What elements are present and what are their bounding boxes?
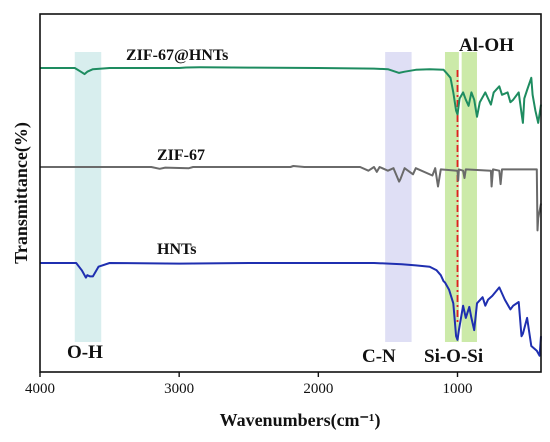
series-label-hnts: HNTs	[157, 241, 196, 258]
series-line-zif-67-hnts	[40, 66, 542, 124]
x-tick-label: 1000	[443, 381, 473, 397]
band-o-h	[74, 52, 102, 342]
series-layer	[40, 66, 542, 357]
band-al-oh	[461, 52, 477, 342]
series-line-zif-67	[40, 165, 542, 232]
annotation-si-o-si: Si-O-Si	[424, 346, 483, 367]
annotation-oh: O-H	[67, 342, 103, 363]
annotation-al-oh: Al-OH	[459, 35, 514, 56]
series-label-zif-hnts: ZIF-67@HNTs	[126, 47, 228, 64]
band-si-o-si	[444, 52, 459, 342]
x-axis-title: Wavenumbers(cm⁻¹)	[220, 410, 381, 431]
annotation-cn: C-N	[362, 346, 396, 367]
series-label-zif: ZIF-67	[157, 147, 205, 164]
band-c-n	[385, 52, 412, 342]
x-tick-label: 2000	[303, 381, 333, 397]
y-axis-title: Transmittance(%)	[11, 122, 32, 264]
series-line-hnts	[40, 262, 542, 357]
x-tick-label: 3000	[164, 381, 194, 397]
highlight-bands	[74, 52, 477, 342]
plot-frame	[39, 13, 542, 373]
x-ticks: 4000 3000 2000 1000	[25, 372, 473, 397]
x-tick-label: 4000	[25, 381, 55, 397]
